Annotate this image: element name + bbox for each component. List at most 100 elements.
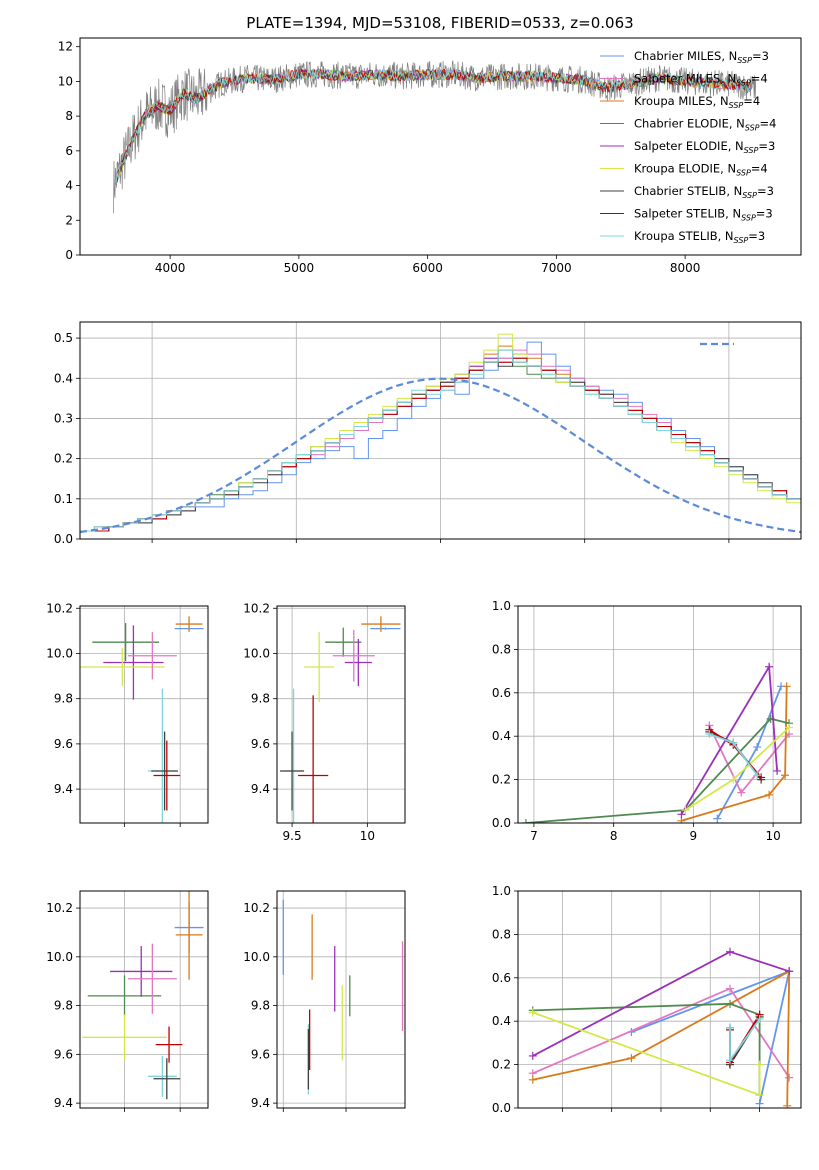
errorbar-point (82, 1014, 167, 1061)
y-tick-label: 0.0 (54, 532, 73, 546)
errorbar-point (325, 627, 362, 657)
panel-mass_vs_Z: 9.4 9.6 9.8 10.0 10.2 (46, 890, 209, 1112)
weight-marker (726, 947, 735, 956)
y-tick-label: 9.8 (251, 999, 270, 1013)
legend-label: Chabrier ELODIE, N (634, 117, 745, 131)
weight-marker (729, 775, 738, 784)
plot-area (280, 616, 401, 823)
weight-marker (781, 771, 790, 780)
errorbar-point (304, 632, 335, 702)
legend-tail: =3 (748, 229, 765, 243)
plot-area (113, 60, 757, 214)
axes-frame (276, 605, 406, 824)
legend-label: Kroupa ELODIE, N (634, 162, 736, 176)
errorbar-point (280, 731, 305, 811)
y-tick-label: 9.8 (54, 692, 73, 706)
hist-step (80, 357, 801, 539)
weight-line (729, 1018, 761, 1064)
x-tick-label: 5000 (284, 261, 315, 275)
y-tick-label: 0.4 (492, 1014, 511, 1028)
plot-area (521, 662, 794, 823)
plot-area (80, 616, 204, 823)
x-tick-label: 9.5 (283, 829, 302, 843)
errorbar-point (155, 1026, 183, 1063)
x-tick-label: 9 (690, 829, 698, 843)
legend-sub: SSP (741, 214, 756, 223)
plot-area (528, 947, 794, 1108)
x-tick-label: 4000 (155, 261, 186, 275)
panel-residual_hist: 0.0 0.1 0.2 0.3 0.4 0.5 (54, 321, 802, 546)
hist-step (80, 349, 801, 539)
legend-entry: Salpeter ELODIE, NSSP=3 (634, 139, 775, 155)
weight-marker (726, 1023, 735, 1032)
weight-marker (737, 788, 746, 797)
errorbar-point (175, 891, 203, 980)
weight-marker (785, 967, 794, 976)
y-tick-label: 9.8 (251, 692, 270, 706)
y-tick-label: 0 (65, 248, 73, 262)
axes-frame (79, 890, 209, 1109)
weight-marker (773, 766, 782, 775)
hist-step (80, 341, 801, 539)
plot-area (82, 891, 204, 1100)
weight-marker (785, 1073, 794, 1082)
y-tick-label: 0.0 (492, 816, 511, 830)
y-tick-label: 10.0 (243, 646, 270, 660)
errorbar-point (87, 975, 162, 1017)
x-tick-label: 6000 (412, 261, 443, 275)
legend-entry: Chabrier MILES, NSSP=3 (634, 49, 769, 65)
y-tick-label: 4 (65, 179, 73, 193)
errorbar-point (153, 740, 181, 811)
legend-tail: =3 (757, 184, 774, 198)
y-tick-label: 2 (65, 213, 73, 227)
weight-marker (726, 999, 735, 1008)
weight-line (532, 1002, 761, 1095)
legend-sub: SSP (744, 146, 759, 155)
weight-marker (755, 1015, 764, 1024)
y-tick-label: 10.2 (243, 901, 270, 915)
axes-frame (79, 321, 802, 540)
errorbar-point (127, 632, 177, 680)
y-tick-label: 10.0 (243, 950, 270, 964)
weight-marker (705, 730, 714, 739)
legend-sub: SSP (734, 236, 749, 245)
weight-marker (677, 810, 686, 819)
legend-tail: =3 (756, 207, 773, 221)
y-tick-label: 8 (65, 109, 73, 123)
weight-marker (627, 1054, 636, 1063)
weight-marker (783, 1101, 792, 1108)
legend-label: Salpeter STELIB, N (634, 207, 741, 221)
legend-entry: Kroupa MILES, NSSP=4 (634, 94, 760, 110)
legend-entry: Salpeter MILES, NSSP=4 (634, 72, 768, 88)
y-tick-label: 9.4 (54, 1096, 73, 1110)
x-tick-label: 7 (530, 829, 538, 843)
legend-entry: Salpeter STELIB, NSSP=3 (634, 207, 773, 223)
weight-marker (753, 743, 762, 752)
axes-frame (79, 605, 209, 824)
y-tick-label: 9.6 (54, 737, 73, 751)
y-tick-label: 0.5 (54, 331, 73, 345)
errorbar-point (344, 638, 372, 687)
weight-marker (765, 790, 774, 799)
model-spectrum (115, 68, 750, 185)
errorbar-point (80, 647, 165, 687)
weight-line (525, 717, 790, 823)
weight-marker (521, 819, 530, 823)
y-tick-label: 0.8 (492, 927, 511, 941)
y-tick-label: 0.2 (54, 452, 73, 466)
y-tick-label: 0.8 (492, 642, 511, 656)
y-tick-label: 0.0 (492, 1101, 511, 1115)
weight-marker (755, 1099, 764, 1108)
y-tick-label: 0.3 (54, 411, 73, 425)
y-tick-label: 9.8 (54, 999, 73, 1013)
plot-area (282, 899, 404, 1095)
legend-label: Salpeter MILES, N (634, 72, 736, 86)
weight-marker (785, 723, 794, 732)
errorbar-point (298, 695, 329, 823)
x-tick-label: 8 (610, 829, 618, 843)
errorbar-point (103, 625, 164, 700)
y-tick-label: 0.1 (54, 492, 73, 506)
panel-age_vs_mass: 9.5 10 9.4 9.6 9.8 10.0 10.2 (243, 601, 406, 843)
y-tick-label: 0.4 (492, 729, 511, 743)
legend-label: Chabrier MILES, N (634, 49, 737, 63)
